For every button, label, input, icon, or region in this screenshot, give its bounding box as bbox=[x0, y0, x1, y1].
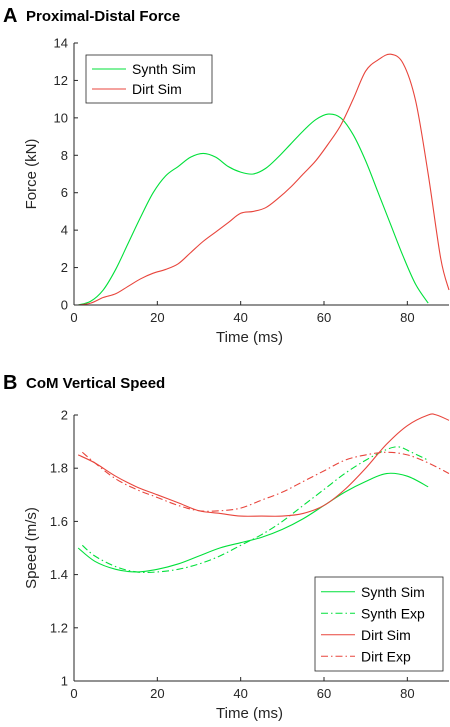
legend-label: Dirt Exp bbox=[361, 648, 411, 664]
x-tick-label: 20 bbox=[150, 686, 164, 701]
x-tick-label: 20 bbox=[150, 310, 164, 325]
series-line-dirt-exp bbox=[81, 451, 450, 512]
y-tick-label: 1.8 bbox=[50, 461, 68, 476]
legend-label: Synth Sim bbox=[361, 584, 425, 600]
legend-label: Dirt Sim bbox=[361, 627, 411, 643]
y-axis-label: Force (kN) bbox=[23, 139, 40, 210]
series-line-synth-sim bbox=[78, 113, 429, 306]
y-tick-label: 1 bbox=[61, 674, 68, 689]
legend: Synth Sim Synth Exp Dirt Sim Dirt Exp bbox=[314, 576, 444, 672]
legend-box bbox=[314, 576, 444, 672]
x-tick-label: 0 bbox=[70, 686, 77, 701]
series-line-synth-sim bbox=[77, 472, 429, 573]
legend: Synth Sim Dirt Sim bbox=[85, 54, 213, 104]
series-line-dirt-sim bbox=[78, 53, 450, 306]
y-tick-label: 8 bbox=[61, 148, 68, 163]
panel-a-letter: A bbox=[3, 5, 17, 27]
speed-chart: 0 20 40 60 80 1 1.2 1.4 1.6 1.8 2 Time (ms) Speed (m… bbox=[23, 408, 450, 722]
legend-label: Dirt Sim bbox=[132, 81, 182, 97]
panel-a-title: Proximal-Distal Force bbox=[26, 8, 180, 25]
y-tick-label: 1.4 bbox=[50, 567, 68, 582]
y-tick-label: 14 bbox=[54, 36, 68, 51]
y-tick-label: 0 bbox=[61, 298, 68, 313]
y-tick-label: 6 bbox=[61, 185, 68, 200]
x-tick-label: 40 bbox=[233, 310, 247, 325]
y-tick-label: 4 bbox=[61, 223, 68, 238]
x-tick-label: 40 bbox=[233, 686, 247, 701]
panel-b-title: CoM Vertical Speed bbox=[26, 375, 165, 392]
x-tick-label: 60 bbox=[317, 310, 331, 325]
x-axis-label: Time (ms) bbox=[216, 329, 283, 346]
legend-label: Synth Sim bbox=[132, 61, 196, 77]
x-tick-label: 80 bbox=[400, 686, 414, 701]
panel-b-letter: B bbox=[3, 372, 17, 394]
legend-label: Synth Exp bbox=[361, 605, 425, 621]
x-axis-label: Time (ms) bbox=[216, 705, 283, 722]
y-tick-label: 2 bbox=[61, 260, 68, 275]
x-tick-label: 0 bbox=[70, 310, 77, 325]
y-tick-label: 2 bbox=[61, 408, 68, 423]
y-tick-label: 1.2 bbox=[50, 620, 68, 635]
x-tick-label: 60 bbox=[317, 686, 331, 701]
y-axis-label: Speed (m/s) bbox=[23, 507, 40, 589]
y-tick-label: 1.6 bbox=[50, 514, 68, 529]
force-chart: 0 20 40 60 80 0 2 4 6 8 10 12 14 Time (ms) Force (kN) S… bbox=[23, 36, 450, 346]
y-tick-label: 10 bbox=[54, 110, 68, 125]
legend-box bbox=[85, 54, 213, 104]
series-line-dirt-sim bbox=[77, 413, 450, 517]
y-tick-label: 12 bbox=[54, 73, 68, 88]
x-tick-label: 80 bbox=[400, 310, 414, 325]
series-line-synth-exp bbox=[81, 446, 429, 573]
